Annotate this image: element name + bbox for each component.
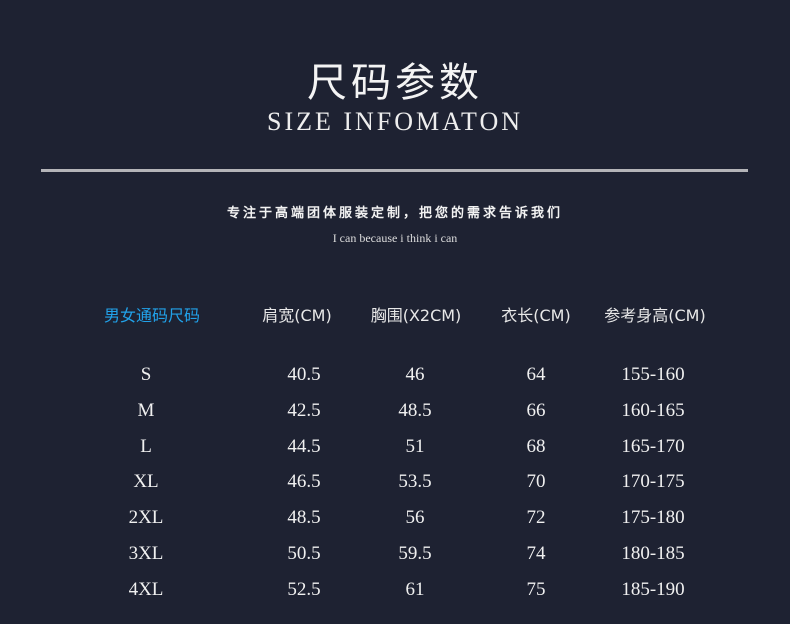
table-cell: 72	[526, 507, 546, 529]
table-cell: M	[137, 399, 155, 421]
table-cell: 185-190	[621, 578, 685, 600]
table-cell: 70	[526, 471, 546, 493]
column-header: 肩宽(CM)	[262, 306, 332, 325]
table-cell: 155-160	[621, 364, 685, 385]
table-cell: 48.5	[398, 399, 432, 421]
table-cell: 75	[526, 578, 546, 600]
table-cell: 42.5	[287, 399, 321, 421]
table-cell: 2XL	[128, 507, 164, 529]
table-cell: 160-165	[621, 399, 685, 421]
table-cell: 53.5	[398, 471, 432, 493]
table-cell: XL	[133, 471, 159, 493]
column-header: 参考身高(CM)	[604, 306, 706, 325]
table-cell: 40.5	[287, 364, 321, 385]
slogan: 专注于高端团体服装定制，把您的需求告诉我们	[226, 206, 563, 221]
table-cell: 46.5	[287, 471, 321, 493]
column-header: 胸围(X2CM)	[370, 306, 462, 325]
column-header: 男女通码尺码	[103, 306, 201, 325]
table-cell: S	[140, 364, 152, 385]
table-cell: 175-180	[621, 507, 685, 529]
divider	[41, 169, 748, 172]
table-cell: 180-185	[621, 543, 685, 564]
table-cell: 52.5	[287, 578, 321, 600]
table-cell: 50.5	[287, 543, 321, 564]
page-subtitle: SIZE INFOMATON	[266, 107, 524, 136]
motto: I can because i think i can	[332, 231, 458, 245]
table-cell: 59.5	[398, 543, 432, 564]
table-cell: 3XL	[128, 543, 164, 564]
table-cell: 170-175	[621, 471, 685, 493]
table-cell: 66	[526, 399, 546, 421]
table-cell: 74	[526, 543, 546, 564]
column-header: 衣长(CM)	[501, 306, 571, 325]
table-cell: 56	[405, 507, 425, 529]
table-cell: L	[140, 435, 152, 457]
table-cell: 51	[405, 435, 425, 457]
page-title: 尺码参数	[307, 60, 483, 106]
table-cell: 48.5	[287, 507, 321, 529]
table-cell: 61	[405, 578, 425, 600]
table-cell: 4XL	[128, 578, 164, 600]
table-cell: 46	[405, 364, 425, 385]
table-cell: 165-170	[621, 435, 685, 457]
table-cell: 64	[526, 364, 546, 385]
table-cell: 44.5	[287, 435, 321, 457]
table-cell: 68	[526, 435, 546, 457]
